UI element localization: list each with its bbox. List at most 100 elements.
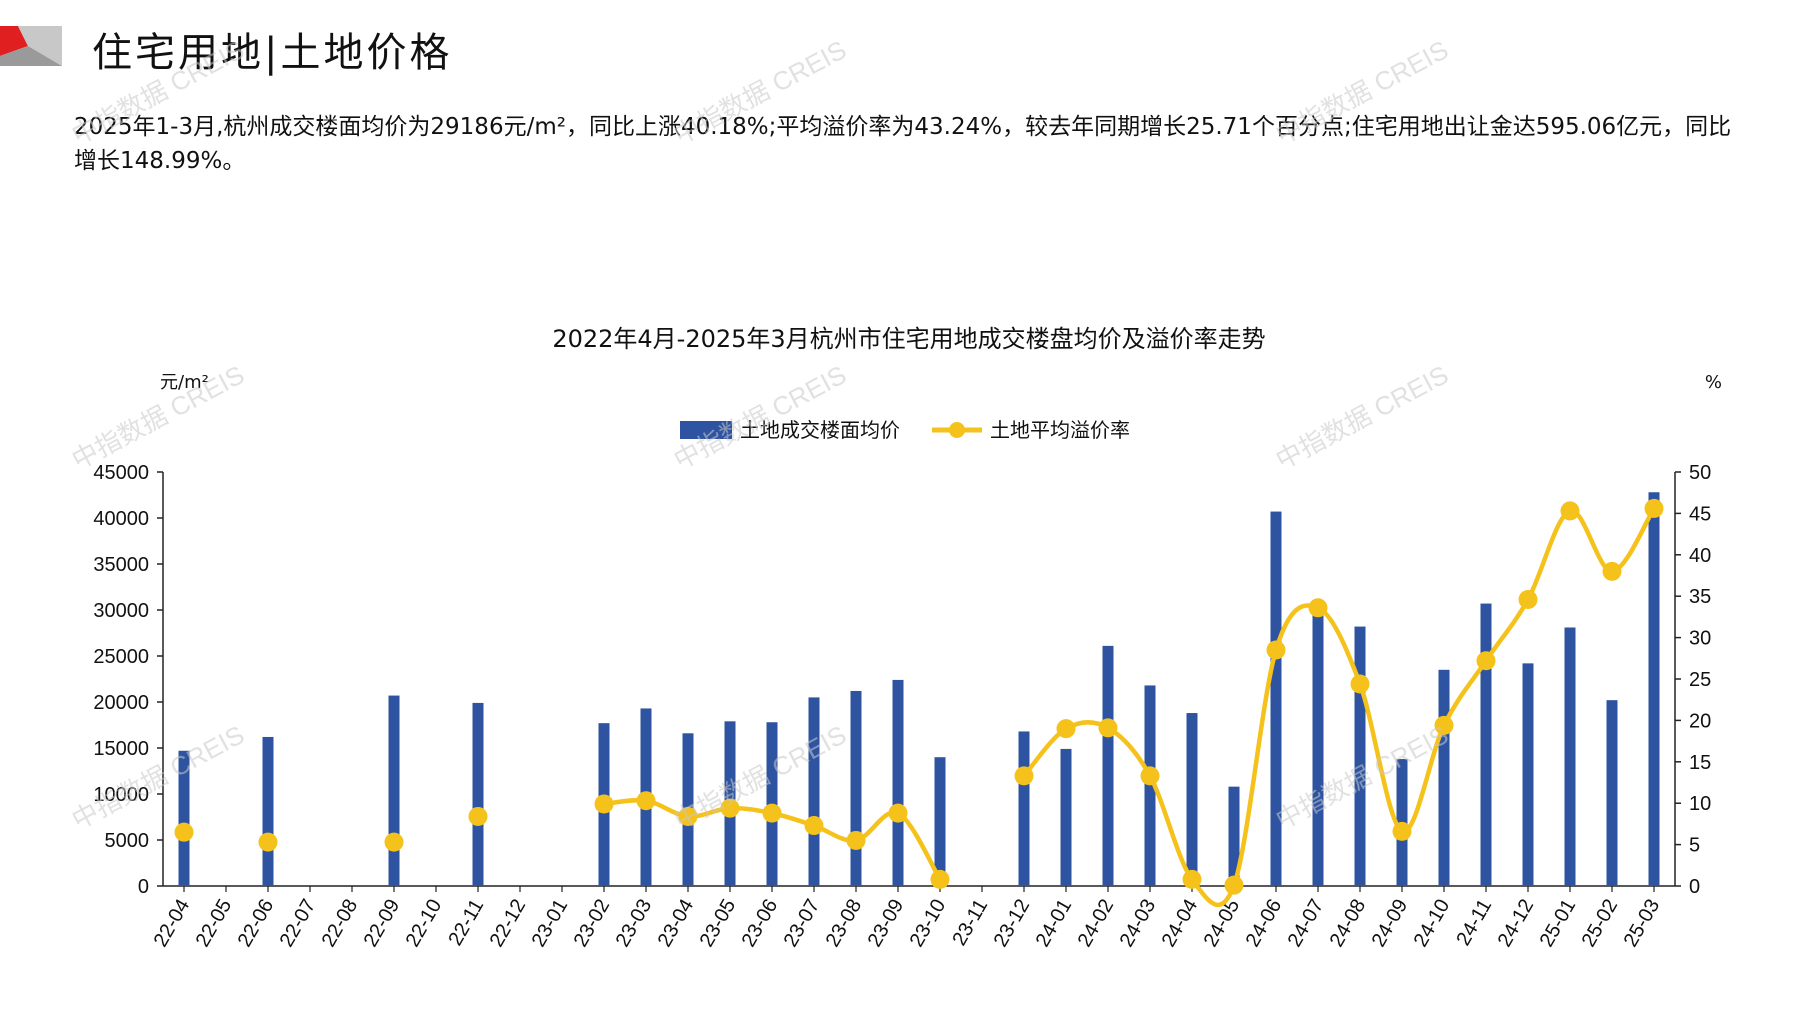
- x-tick-label: 23-09: [864, 896, 909, 951]
- y-left-tick-label: 40000: [93, 508, 149, 530]
- x-tick-label: 22-06: [234, 896, 279, 951]
- x-tick-label: 24-02: [1074, 896, 1119, 951]
- x-tick-label: 24-11: [1452, 896, 1496, 950]
- x-tick-label: 22-12: [486, 896, 531, 951]
- y-right-tick-label: 25: [1689, 669, 1711, 691]
- premium-line-segment-5: [1022, 507, 1656, 908]
- x-tick-label: 22-10: [402, 896, 447, 951]
- bar-24-08: [1354, 626, 1366, 886]
- x-tick-label: 24-08: [1326, 896, 1371, 951]
- bar-23-12: [1018, 731, 1030, 886]
- x-tick-label: 23-12: [990, 896, 1035, 951]
- y-left-tick-label: 0: [138, 876, 149, 898]
- y-left-tick-label: 30000: [93, 600, 149, 622]
- x-tick-label: 22-05: [192, 896, 237, 951]
- point-23-05: [720, 798, 740, 818]
- point-23-10: [930, 869, 950, 889]
- watermark: 中指数据 CREIS: [67, 719, 249, 835]
- y-left-tick-label: 10000: [93, 784, 149, 806]
- x-tick-label: 22-11: [444, 896, 488, 950]
- bar-24-07: [1312, 610, 1324, 886]
- y-right-tick-label: 20: [1689, 710, 1711, 732]
- point-24-05: [1224, 875, 1244, 895]
- x-tick-label: 22-07: [276, 896, 321, 951]
- point-24-11: [1476, 651, 1496, 671]
- x-tick-label: 25-02: [1578, 896, 1623, 951]
- x-tick-label: 24-07: [1284, 896, 1329, 951]
- point-24-01: [1056, 719, 1076, 739]
- bar-24-03: [1144, 685, 1156, 886]
- legend-line-label: 土地平均溢价率: [990, 418, 1130, 442]
- x-tick-label: 25-03: [1620, 896, 1665, 951]
- y-left-tick-label: 25000: [93, 646, 149, 668]
- y-right-tick-label: 10: [1689, 793, 1711, 815]
- point-23-02: [594, 794, 614, 814]
- x-tick-label: 22-09: [360, 896, 405, 951]
- page-title: 住宅用地|土地价格: [92, 30, 453, 76]
- point-24-04: [1182, 869, 1202, 889]
- bar-22-06: [262, 736, 274, 886]
- bar-22-11: [472, 702, 484, 886]
- y-left-tick-label: 20000: [93, 692, 149, 714]
- x-tick-label: 23-01: [528, 896, 573, 951]
- bar-23-07: [808, 697, 820, 886]
- y-right-tick-label: 50: [1689, 462, 1711, 484]
- point-22-11: [468, 806, 488, 826]
- legend-bar-label: 土地成交楼面均价: [740, 418, 900, 442]
- chart-title: 2022年4月-2025年3月杭州市住宅用地成交楼盘均价及溢价率走势: [552, 325, 1265, 353]
- legend-bar-swatch: [680, 421, 732, 439]
- bar-25-03: [1648, 492, 1660, 886]
- point-24-03: [1140, 766, 1160, 786]
- bar-24-11: [1480, 603, 1492, 886]
- y-left-tick-label: 5000: [105, 830, 150, 852]
- point-24-09: [1392, 821, 1412, 841]
- watermark: 中指数据 CREIS: [1271, 359, 1453, 475]
- point-24-10: [1434, 715, 1454, 735]
- point-24-02: [1098, 718, 1118, 738]
- x-tick-label: 24-06: [1242, 896, 1287, 951]
- bar-23-09: [892, 679, 904, 886]
- bar-24-06: [1270, 511, 1282, 886]
- x-tick-label: 23-03: [612, 896, 657, 951]
- watermark: 中指数据 CREIS: [67, 34, 249, 150]
- point-23-04: [678, 806, 698, 826]
- y-right-tick-label: 45: [1689, 503, 1711, 525]
- bar-24-04: [1186, 713, 1198, 886]
- bar-22-04: [178, 750, 190, 886]
- bar-24-01: [1060, 748, 1072, 886]
- y-left-unit-label: 元/m²: [160, 372, 209, 393]
- x-tick-label: 23-07: [780, 896, 825, 951]
- bar-24-05: [1228, 786, 1240, 886]
- bar-23-10: [934, 757, 946, 886]
- point-23-09: [888, 803, 908, 823]
- y-right-tick-label: 0: [1689, 876, 1700, 898]
- x-tick-label: 25-01: [1536, 896, 1581, 951]
- point-23-07: [804, 816, 824, 836]
- watermark: 中指数据 CREIS: [669, 34, 851, 150]
- point-23-06: [762, 803, 782, 823]
- point-25-02: [1602, 561, 1622, 581]
- y-left-tick-label: 45000: [93, 462, 149, 484]
- x-tick-label: 24-04: [1158, 896, 1203, 951]
- y-left-tick-label: 35000: [93, 554, 149, 576]
- x-tick-label: 22-08: [318, 896, 363, 951]
- bar-24-12: [1522, 663, 1534, 886]
- y-right-tick-label: 5: [1689, 835, 1700, 857]
- bar-23-08: [850, 690, 862, 886]
- x-tick-label: 23-11: [948, 896, 992, 950]
- y-right-tick-label: 30: [1689, 628, 1711, 650]
- bar-22-09: [388, 695, 400, 886]
- page-header: 住宅用地|土地价格: [0, 20, 1797, 76]
- x-tick-label: 23-04: [654, 896, 699, 951]
- point-25-01: [1560, 501, 1580, 521]
- x-tick-label: 24-12: [1494, 896, 1539, 951]
- bar-24-02: [1102, 645, 1114, 886]
- y-right-unit-label: %: [1705, 372, 1722, 393]
- x-tick-label: 23-02: [570, 896, 615, 951]
- point-22-04: [174, 822, 194, 842]
- bar-25-02: [1606, 700, 1618, 886]
- point-24-06: [1266, 640, 1286, 660]
- x-tick-label: 24-10: [1410, 896, 1455, 951]
- x-tick-label: 24-03: [1116, 896, 1161, 951]
